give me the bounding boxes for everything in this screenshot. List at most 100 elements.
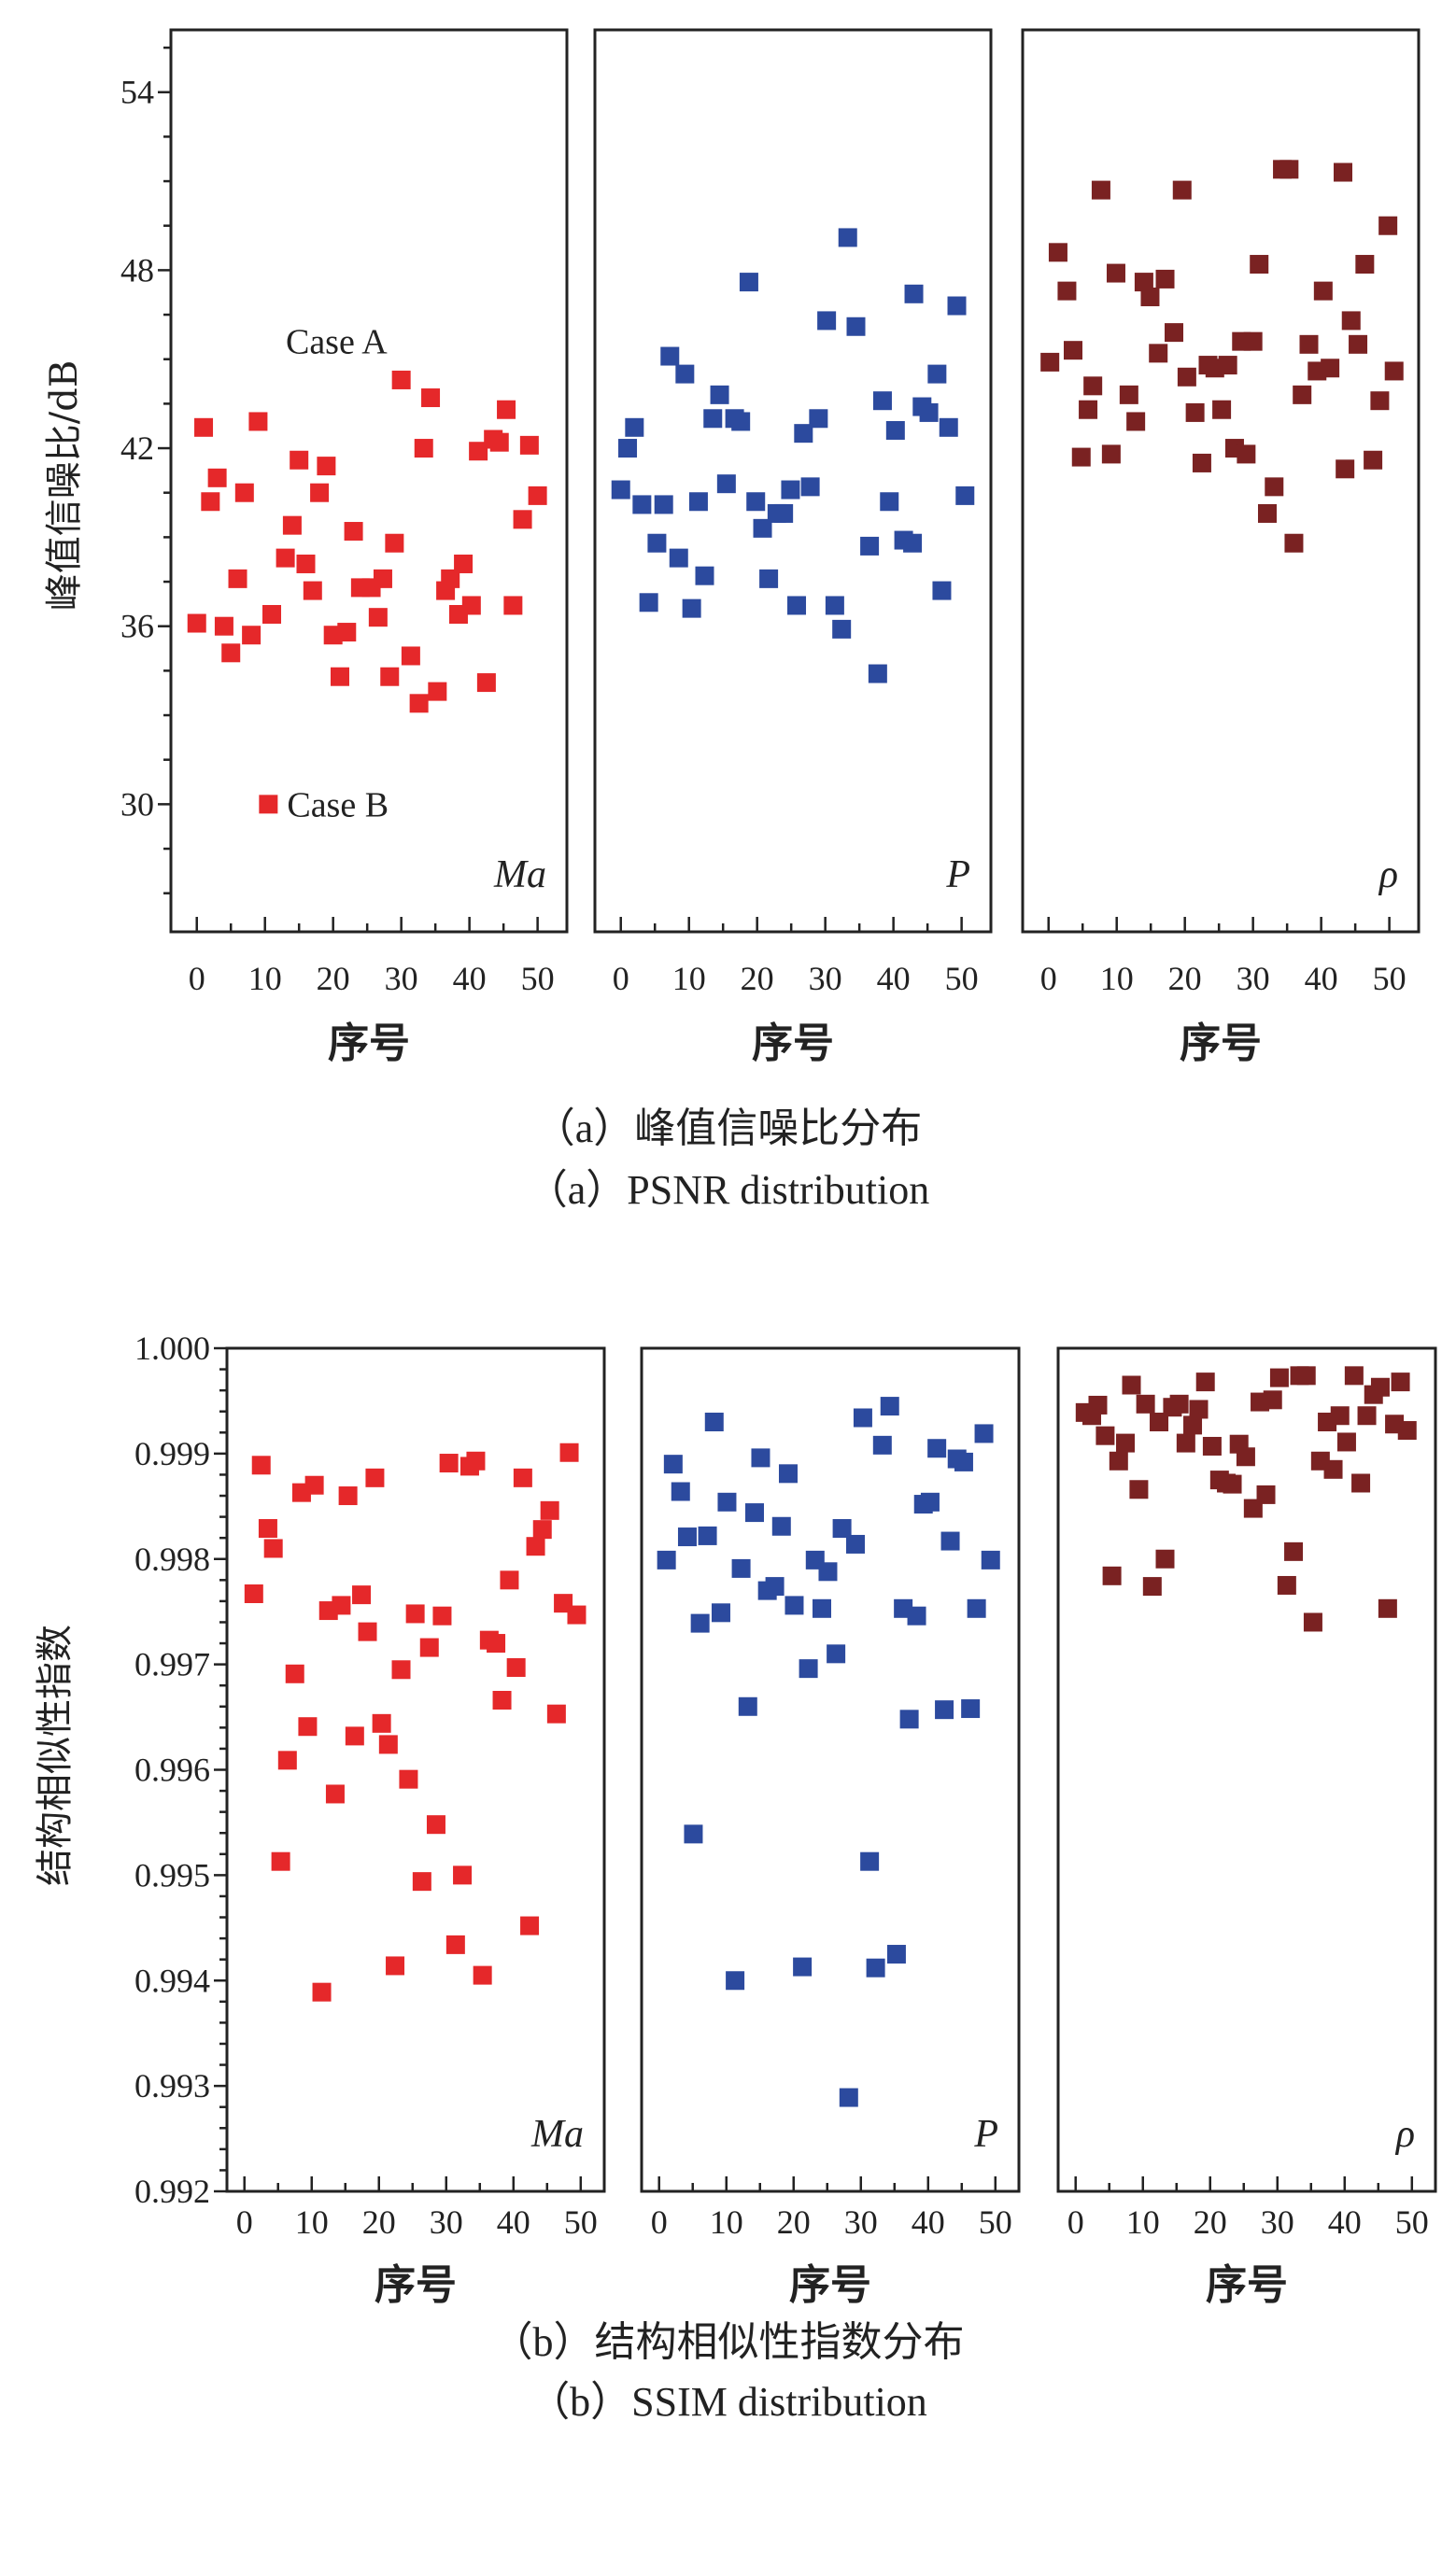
data-point bbox=[818, 1562, 838, 1582]
data-point bbox=[868, 664, 887, 683]
x-tick-label: 40 bbox=[497, 2203, 530, 2241]
y-tick-label: 54 bbox=[120, 74, 154, 111]
data-point bbox=[1265, 477, 1284, 497]
data-point bbox=[1293, 385, 1312, 404]
panel-label: P bbox=[973, 2113, 998, 2156]
caption-a-chinese: （a）峰值信噪比分布 bbox=[533, 1105, 923, 1151]
data-point bbox=[469, 442, 488, 461]
data-point bbox=[214, 616, 233, 636]
y-tick-label: 0.994 bbox=[134, 1962, 210, 1999]
data-point bbox=[304, 1475, 324, 1495]
data-point bbox=[1155, 269, 1175, 289]
data-point bbox=[744, 1503, 764, 1523]
x-axis-label: 序号 bbox=[375, 2261, 457, 2309]
data-point bbox=[967, 1598, 986, 1618]
data-point bbox=[765, 1577, 785, 1597]
data-point bbox=[1129, 1480, 1149, 1499]
data-point bbox=[285, 1664, 304, 1683]
data-point bbox=[1397, 1421, 1417, 1441]
data-point bbox=[1236, 1447, 1255, 1467]
data-point bbox=[935, 1700, 954, 1720]
data-point bbox=[771, 1516, 791, 1536]
data-point bbox=[704, 1413, 724, 1432]
x-tick-label: 20 bbox=[777, 2203, 811, 2241]
data-point bbox=[682, 598, 701, 618]
y-tick-label: 0.997 bbox=[134, 1646, 210, 1683]
x-axis-label: 序号 bbox=[328, 1020, 410, 1067]
data-point bbox=[526, 1537, 545, 1556]
x-tick-label: 50 bbox=[1395, 2203, 1429, 2241]
data-point bbox=[1101, 444, 1121, 464]
data-point bbox=[310, 483, 330, 502]
data-point bbox=[817, 311, 837, 331]
psnr-chart: 0 10 20 30 40 50 序号 30 36 42 48 54 峰值信噪比/dB Ma Case A C… bbox=[43, 28, 1421, 1067]
data-point bbox=[1140, 287, 1160, 306]
data-point bbox=[899, 1710, 919, 1729]
data-point bbox=[439, 1454, 459, 1473]
x-tick-label: 0 bbox=[651, 2203, 668, 2241]
data-point bbox=[1048, 243, 1067, 262]
data-point bbox=[513, 1468, 532, 1487]
data-point bbox=[853, 1408, 872, 1428]
data-point bbox=[513, 510, 532, 529]
x-tick-label: 20 bbox=[1194, 2203, 1227, 2241]
panel-label: Ma bbox=[493, 853, 546, 896]
data-point bbox=[726, 1971, 745, 1991]
data-point bbox=[695, 566, 714, 585]
x-tick-label: 50 bbox=[521, 960, 555, 997]
data-point bbox=[625, 417, 644, 437]
data-point bbox=[317, 457, 336, 476]
data-point bbox=[1142, 1577, 1162, 1597]
data-point bbox=[409, 694, 429, 713]
data-point bbox=[1126, 412, 1146, 431]
data-point bbox=[506, 1658, 526, 1678]
panel-label: Ma bbox=[530, 2113, 584, 2156]
data-point bbox=[927, 1439, 947, 1458]
data-point bbox=[947, 296, 967, 316]
data-point bbox=[1079, 400, 1098, 419]
data-point bbox=[1064, 341, 1083, 360]
x-tick-label: 0 bbox=[236, 2203, 253, 2241]
data-point bbox=[654, 495, 673, 514]
data-point bbox=[1330, 1406, 1350, 1426]
data-point bbox=[244, 1584, 263, 1603]
data-point bbox=[920, 1492, 940, 1512]
data-point bbox=[940, 1531, 960, 1551]
legend-marker-case-b bbox=[259, 795, 278, 814]
data-point bbox=[932, 581, 952, 600]
data-point bbox=[1279, 160, 1299, 179]
y-tick-label: 42 bbox=[120, 429, 154, 467]
data-point bbox=[1303, 1612, 1322, 1632]
data-point bbox=[1336, 1432, 1356, 1452]
data-point bbox=[872, 391, 892, 411]
data-point bbox=[296, 554, 316, 573]
data-point bbox=[1336, 459, 1355, 479]
ssim-panel-rho: 0 10 20 30 40 50 序号 ρ bbox=[1056, 1346, 1437, 2309]
panel-frame bbox=[169, 28, 569, 934]
data-point bbox=[677, 1527, 697, 1547]
data-point bbox=[1351, 1473, 1371, 1493]
data-point bbox=[503, 596, 523, 615]
data-point bbox=[248, 412, 268, 431]
data-point bbox=[1256, 1485, 1276, 1504]
data-point bbox=[974, 1424, 994, 1443]
data-point bbox=[632, 495, 652, 514]
data-point bbox=[1223, 1474, 1242, 1494]
x-tick-label: 10 bbox=[248, 960, 282, 997]
data-point bbox=[1134, 273, 1153, 292]
data-point bbox=[774, 503, 794, 523]
data-point bbox=[1057, 281, 1077, 301]
x-tick-label: 40 bbox=[877, 960, 911, 997]
x-tick-label: 20 bbox=[1168, 960, 1202, 997]
data-point bbox=[1096, 1426, 1115, 1445]
data-point bbox=[1106, 263, 1125, 283]
data-point bbox=[1150, 1413, 1169, 1432]
data-point bbox=[519, 435, 539, 455]
x-tick-label: 0 bbox=[1067, 2203, 1084, 2241]
data-point bbox=[532, 1520, 552, 1540]
data-point bbox=[414, 439, 433, 458]
data-point bbox=[441, 569, 460, 588]
data-point bbox=[1185, 402, 1205, 422]
data-point bbox=[675, 364, 695, 384]
data-point bbox=[372, 1713, 391, 1733]
